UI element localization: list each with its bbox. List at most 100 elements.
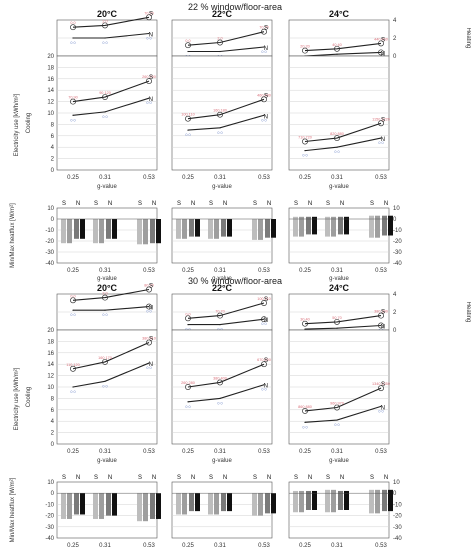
x-tick-label: 0.31 <box>214 543 226 549</box>
heating-panel-point-S <box>261 300 267 306</box>
cooling-panel-series-tag-N: N <box>264 114 268 120</box>
flux-tag-N: N <box>108 475 112 481</box>
heating-panel-line-S <box>304 42 382 52</box>
cooling-panel-ytick-label: 16 <box>47 351 54 357</box>
x-tick-label: 0.53 <box>258 268 270 274</box>
heating-panel-data-label-N: 0 0 <box>102 41 107 45</box>
heatflux-panel-bar-N-1 <box>382 489 387 512</box>
heatflux-panel-bar-S-2 <box>214 219 219 239</box>
x-axis-label: g-value <box>329 458 349 464</box>
cooling-panel-point-N <box>263 114 265 116</box>
heatflux-panel-ytick-label-right: -30 <box>393 250 402 256</box>
flux-tag-S: S <box>94 201 98 207</box>
cooling-panel-point-N <box>104 380 106 382</box>
heatflux-panel-bar-N-2 <box>312 216 317 235</box>
flux-tag-N: N <box>267 475 271 481</box>
x-tick-label: 0.31 <box>214 175 226 181</box>
heatflux-panel-bar-S-2 <box>299 216 304 237</box>
heating-panel-series-tag-N: N <box>264 318 268 324</box>
heatflux-panel-bar-N-1 <box>338 490 343 510</box>
heatflux-panel-ytick-label: -40 <box>45 261 54 267</box>
heatflux-panel-ytick-label: 0 <box>51 217 55 223</box>
heating-panel-data-label-S: 80 90 <box>144 284 154 288</box>
heatflux-panel-bar-N-2 <box>156 493 161 519</box>
cooling-panel-data-label-S: 820 880 <box>330 132 344 136</box>
flux-tag-S: S <box>94 475 98 481</box>
x-axis-label: g-value <box>97 458 117 464</box>
heatflux-panel-bar-S-2 <box>67 219 72 244</box>
heating-panel-series-tag-N: N <box>149 306 153 312</box>
heating-panel-point-S <box>146 286 152 293</box>
heatflux-panel-bar-N-1 <box>106 493 111 516</box>
section-title: 30 % window/floor-area <box>188 276 282 286</box>
cooling-panel-point-N <box>148 97 150 99</box>
x-axis-label: g-value <box>212 276 232 282</box>
heatflux-panel-bar-N-2 <box>156 219 161 244</box>
cooling-panel-point-S <box>146 78 152 85</box>
cooling-panel-ytick-label: 16 <box>47 77 54 83</box>
cooling-panel-data-label-S: 960 970 <box>330 402 344 406</box>
flux-tag-S: S <box>209 201 213 207</box>
x-axis-label: g-value <box>97 276 117 282</box>
flux-tag-N: N <box>223 475 227 481</box>
cooling-panel-data-label-N: 0 0 <box>185 405 190 409</box>
heatflux-panel-bar-S-1 <box>176 493 181 515</box>
heatflux-panel-bar-S-1 <box>61 493 66 519</box>
heating-panel-point-N <box>187 324 189 326</box>
cooling-panel-data-label-N: 0 0 <box>302 425 307 429</box>
flux-tag-S: S <box>62 201 66 207</box>
heatflux-panel-bar-N-1 <box>306 216 311 235</box>
cooling-panel-data-label-S: 380 410 <box>142 337 156 341</box>
cooling-panel-point-S <box>217 379 223 386</box>
heating-panel-series-tag-N: N <box>149 33 153 39</box>
x-tick-label: 0.25 <box>299 268 311 274</box>
cooling-panel-data-label-S: 90 120 <box>99 91 111 95</box>
cooling-panel-series-tag-N: N <box>149 362 153 368</box>
flux-tag-N: N <box>384 201 388 207</box>
heating-panel-ytick-label-right: 2 <box>393 310 397 316</box>
heatflux-panel-ytick-label: -40 <box>45 536 54 542</box>
heating-panel-data-label-N: 0 0 <box>146 310 151 314</box>
cooling-panel-ytick-label: 2 <box>51 431 55 437</box>
cooling-panel-data-label-N: 0 0 <box>261 388 266 392</box>
heating-panel-point-S <box>217 312 223 319</box>
heatflux-panel-ytick-label-right: -10 <box>393 228 402 234</box>
heating-panel-point-S <box>70 297 76 304</box>
heating-panel-series-tag-S: S <box>264 26 268 32</box>
cooling-panel-ytick-label: 8 <box>51 396 55 402</box>
x-tick-label: 0.31 <box>99 268 111 274</box>
x-tick-label: 0.53 <box>258 543 270 549</box>
cooling-panel-series-tag-S: S <box>381 117 385 123</box>
heating-panel-data-label-N: 0 0 <box>70 313 75 317</box>
cooling-panel-point-N <box>380 405 382 407</box>
cooling-panel-point-N <box>304 150 306 152</box>
heating-panel-point-N <box>187 50 189 53</box>
heating-panel-data-label-S: 440 460 <box>374 37 388 41</box>
cooling-panel-point-N <box>72 386 74 388</box>
column-title: 22°C <box>212 9 233 19</box>
cooling-panel-point-S <box>261 96 267 103</box>
flux-tag-N: N <box>223 201 227 207</box>
flux-tag-S: S <box>138 475 142 481</box>
heatflux-panel-ytick-label-right: 10 <box>393 206 400 212</box>
heatflux-panel-bar-S-1 <box>325 489 330 513</box>
heating-panel-point-N <box>378 49 384 56</box>
cooling-panel-point-N <box>187 129 189 131</box>
flux-tag-S: S <box>326 475 330 481</box>
cooling-panel-ytick-label: 12 <box>47 374 54 380</box>
flux-tag-S: S <box>177 201 181 207</box>
flux-tag-N: N <box>76 201 80 207</box>
x-tick-label: 0.53 <box>143 175 155 181</box>
heating-panel-series-tag-N: N <box>381 325 385 331</box>
x-tick-label: 0.53 <box>258 449 270 455</box>
heatflux-panel-bar-N-2 <box>312 490 317 510</box>
heatflux-panel-bar-N-2 <box>112 219 117 239</box>
x-tick-label: 0.53 <box>143 449 155 455</box>
heatflux-panel-ytick-label-right: -30 <box>393 525 402 531</box>
cooling-panel-data-label-S: 260 280 <box>181 381 195 385</box>
heatflux-panel-bar-N-2 <box>344 216 349 235</box>
